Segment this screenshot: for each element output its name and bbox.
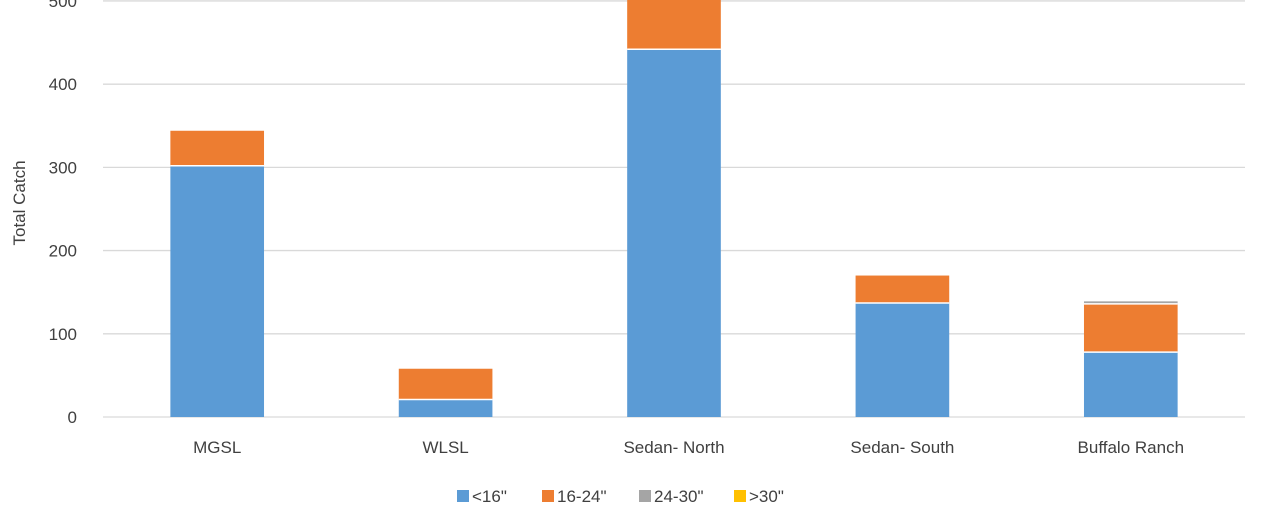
legend: <16" 16-24" 24-30" >30" xyxy=(457,487,784,506)
bar-segment xyxy=(170,165,265,417)
legend-label: <16" xyxy=(472,487,507,506)
legend-swatch xyxy=(542,490,554,502)
y-tick-label: 0 xyxy=(68,408,77,427)
bar-segment xyxy=(170,130,265,166)
y-tick-label: 500 xyxy=(49,0,77,11)
x-tick-label: Sedan- North xyxy=(623,438,724,457)
y-tick-label: 200 xyxy=(49,242,77,261)
bar-segment xyxy=(1083,301,1178,304)
bar-segment xyxy=(1083,303,1178,353)
legend-label: 24-30" xyxy=(654,487,704,506)
bar-segment xyxy=(855,275,950,304)
bar-segment xyxy=(398,399,493,417)
x-tick-label: MGSL xyxy=(193,438,241,457)
y-tick-labels: 0 100 200 300 400 500 xyxy=(49,0,77,427)
legend-swatch xyxy=(734,490,746,502)
y-tick-label: 300 xyxy=(49,158,77,177)
bar-segment xyxy=(1083,352,1178,417)
legend-label: >30" xyxy=(749,487,784,506)
x-tick-labels: MGSL WLSL Sedan- North Sedan- South Buffalo … xyxy=(193,438,1184,457)
legend-swatch xyxy=(639,490,651,502)
bar-segment xyxy=(855,303,950,417)
y-tick-label: 400 xyxy=(49,75,77,94)
legend-swatch xyxy=(457,490,469,502)
bar-segment xyxy=(627,49,721,417)
x-tick-label: WLSL xyxy=(422,438,468,457)
x-tick-label: Sedan- South xyxy=(850,438,954,457)
bar-segment xyxy=(398,368,493,400)
bar-segment xyxy=(627,0,721,50)
legend-label: 16-24" xyxy=(557,487,607,506)
bars xyxy=(170,0,1178,417)
x-tick-label: Buffalo Ranch xyxy=(1078,438,1184,457)
y-tick-label: 100 xyxy=(49,325,77,344)
y-axis-title: Total Catch xyxy=(10,160,29,245)
